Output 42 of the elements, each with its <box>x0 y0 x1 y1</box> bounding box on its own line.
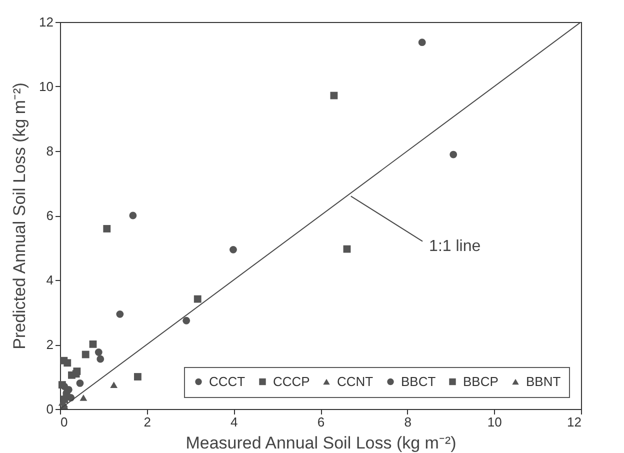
y-tick-label: 6 <box>46 208 54 223</box>
y-tick-label: 10 <box>39 79 54 94</box>
point <box>103 225 111 232</box>
point <box>134 373 142 380</box>
legend-label: CCCT <box>209 374 246 389</box>
point <box>58 381 66 389</box>
y-tick-label: 4 <box>46 272 54 288</box>
point <box>129 212 137 220</box>
point <box>182 316 190 324</box>
point <box>72 370 80 378</box>
point <box>450 150 458 158</box>
legend-label: BBCT <box>401 374 436 389</box>
point <box>89 340 97 348</box>
y-tick-label: 2 <box>46 337 54 352</box>
x-tick-label: 0 <box>60 414 68 430</box>
legend-label: CCCP <box>273 374 310 389</box>
y-tick-label: 12 <box>39 14 54 30</box>
point <box>116 310 124 318</box>
point <box>194 295 202 303</box>
point <box>80 394 88 401</box>
point <box>418 38 426 46</box>
point <box>96 355 104 363</box>
y-tick-label: 0 <box>46 402 54 416</box>
x-tick-label: 8 <box>404 414 412 430</box>
x-tick-label: 4 <box>230 414 238 430</box>
y-tick-label: 8 <box>46 144 54 158</box>
x-tick-label: 10 <box>487 414 502 430</box>
x-axis-title: Measured Annual Soil Loss (kg m⁻²) <box>186 434 456 452</box>
point <box>110 382 118 388</box>
x-tick-label: 6 <box>317 414 325 430</box>
legend-label: CCNT <box>337 374 374 389</box>
x-tick-label: 2 <box>144 414 151 430</box>
y-axis-title: Predicted Annual Soil Loss (kg m⁻²) <box>10 82 30 350</box>
point <box>94 348 102 356</box>
legend-label: BBCP <box>463 374 498 389</box>
legend-label: BBNT <box>526 374 561 389</box>
x-tick-label: 12 <box>567 414 582 430</box>
point <box>82 350 90 358</box>
point <box>230 246 237 254</box>
annotation: 1:1 line <box>429 238 481 256</box>
point <box>64 359 72 367</box>
point <box>76 380 84 387</box>
